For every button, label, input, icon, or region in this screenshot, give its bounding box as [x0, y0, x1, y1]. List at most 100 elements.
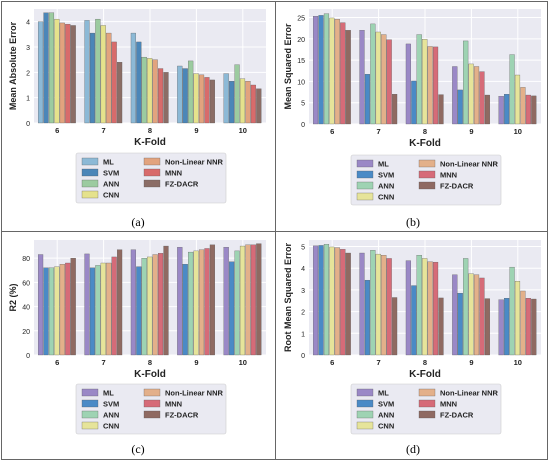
bar — [392, 94, 398, 125]
bar — [250, 244, 256, 356]
bar — [188, 251, 194, 356]
y-tick-label: 20 — [22, 329, 30, 336]
bar — [182, 68, 188, 124]
legend-label: FZ-DACR — [440, 411, 474, 420]
x-tick-label: 8 — [148, 358, 152, 367]
bar — [89, 267, 95, 356]
panel-divider-vertical — [275, 1, 276, 460]
legend-swatch — [418, 159, 436, 168]
bar — [340, 22, 346, 125]
bar — [340, 249, 346, 356]
bar — [392, 297, 398, 356]
legend-label: MNN — [440, 171, 457, 180]
y-tick-label: 15 — [297, 58, 305, 65]
y-tick-label: 5 — [301, 101, 305, 108]
x-tick-label: 6 — [330, 127, 334, 136]
y-axis-label: R2 (%) — [8, 283, 18, 311]
x-tick-label: 6 — [55, 126, 59, 135]
bar — [152, 254, 158, 356]
y-tick-label: 10 — [297, 79, 305, 86]
legend-swatch — [356, 388, 374, 397]
legend-label: SVM — [378, 400, 394, 409]
bar — [229, 261, 235, 356]
bar — [411, 285, 417, 356]
bar — [484, 298, 490, 356]
bar — [520, 290, 526, 356]
bar — [457, 89, 463, 125]
bar — [498, 299, 504, 356]
bar — [381, 255, 387, 356]
x-axis-label: K-Fold — [134, 369, 166, 380]
x-tick-label: 10 — [514, 358, 522, 367]
legend-swatch — [356, 181, 374, 190]
bar — [323, 244, 330, 356]
bar — [177, 65, 183, 124]
bar — [323, 13, 330, 125]
legend-label: FZ-DACR — [165, 180, 199, 189]
bar — [457, 293, 463, 356]
bar — [364, 74, 370, 125]
y-tick-label: 0 — [301, 353, 305, 360]
y-tick-label: 1 — [26, 96, 30, 103]
legend-swatch — [81, 421, 99, 430]
bar — [256, 88, 262, 124]
bar — [504, 298, 510, 356]
legend-swatch — [356, 421, 374, 430]
bar — [531, 95, 537, 125]
bar — [100, 25, 106, 124]
bar — [158, 253, 164, 356]
legend-swatch — [81, 388, 99, 397]
legend-swatch — [143, 399, 161, 408]
bar — [345, 252, 351, 356]
legend-swatch — [418, 388, 436, 397]
legend-box — [75, 383, 227, 435]
y-axis-label: Mean Squared Error — [283, 23, 293, 110]
bar — [468, 63, 474, 125]
x-tick-label: 7 — [102, 358, 106, 367]
bar — [204, 77, 210, 124]
bar — [95, 265, 101, 356]
bar — [334, 19, 340, 125]
legend-swatch — [81, 190, 99, 199]
chart-panel-a: 0 1 2 3 4 6 7 8 9 10 K-Fold Mean Absolute Error ML SV… — [1, 1, 275, 231]
bar — [193, 250, 199, 356]
bar — [234, 64, 240, 124]
x-tick-label: 8 — [423, 127, 427, 136]
legend-label: Non-Linear NNR — [165, 158, 224, 167]
bar — [84, 253, 90, 356]
bar — [65, 262, 71, 356]
legend-label: ML — [378, 389, 389, 398]
bar — [106, 262, 112, 356]
y-tick-label: 2 — [26, 70, 30, 77]
bar — [468, 273, 474, 356]
legend-label: ML — [103, 389, 114, 398]
legend-label: FZ-DACR — [165, 411, 199, 420]
bar — [514, 281, 521, 356]
bar — [223, 73, 229, 124]
bar — [345, 30, 351, 125]
legend-swatch — [81, 179, 99, 188]
legend-box — [350, 154, 502, 206]
x-axis-label: K-Fold — [409, 369, 441, 380]
x-tick-label: 6 — [55, 358, 59, 367]
chart-panel-b: 0 5 10 15 20 25 6 7 8 9 10 K-Fold Mean Squared Error… — [276, 1, 550, 231]
bar — [209, 244, 215, 356]
bar — [38, 254, 44, 356]
bar — [152, 59, 158, 124]
legend-label: SVM — [103, 400, 119, 409]
bar — [386, 258, 392, 356]
x-tick-label: 10 — [514, 127, 522, 136]
bar — [479, 71, 485, 125]
legend-swatch — [81, 157, 99, 166]
y-tick-label: 0 — [26, 121, 30, 128]
chart-c-svg: 0 20 40 60 80 6 7 8 9 10 K-Fold R2 (%) ML SVM ANN CNN No… — [8, 240, 266, 435]
chart-panel-c: 0 20 40 60 80 6 7 8 9 10 K-Fold R2 (%) ML SVM ANN CNN No… — [1, 232, 275, 462]
legend-label: CNN — [103, 422, 119, 431]
legend-box — [350, 383, 502, 435]
bar — [405, 43, 411, 125]
bar — [193, 73, 199, 124]
bar — [318, 245, 324, 356]
y-tick-label: 0 — [301, 122, 305, 129]
legend-swatch — [143, 410, 161, 419]
legend-label: ML — [103, 158, 114, 167]
